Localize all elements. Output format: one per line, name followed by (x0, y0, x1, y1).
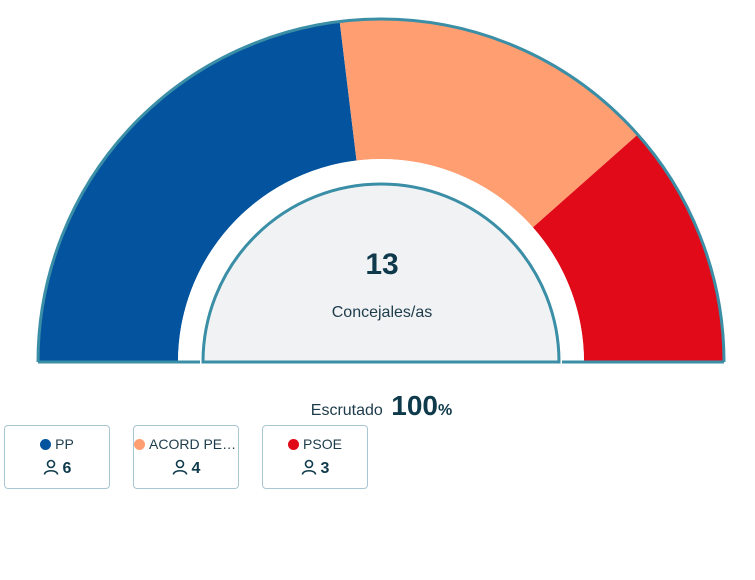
hemicycle-center (201, 182, 561, 364)
party-color-dot (40, 439, 52, 450)
party-name: ACORD PER ... (149, 436, 239, 452)
party-seats: 3 (320, 460, 330, 477)
party-seats: 4 (191, 460, 201, 477)
party-name: PSOE (303, 436, 342, 452)
scrutiny-summary: Escrutado 100% (0, 390, 755, 422)
hemicycle-chart (36, 17, 726, 364)
party-name-row: PSOE (263, 436, 367, 452)
party-color-dot (134, 439, 145, 450)
party-seats-row: 4 (134, 459, 238, 480)
total-seats-value: 13 (365, 248, 399, 281)
hemicycle-segment-acord-per (339, 18, 638, 228)
user-icon (43, 459, 59, 480)
scrutiny-label: Escrutado (310, 402, 383, 419)
party-name-row: ACORD PER ... (134, 436, 239, 452)
party-card-psoe[interactable]: PSOE 3 (262, 425, 368, 489)
user-icon (172, 459, 188, 480)
hemicycle-segment-psoe (532, 134, 724, 362)
party-color-dot (288, 439, 300, 450)
party-seats: 6 (62, 460, 72, 477)
scrutiny-value: 100 (391, 390, 438, 421)
hemicycle-outer-outline (36, 17, 726, 363)
party-card-acord[interactable]: ACORD PER ... 4 (133, 425, 239, 489)
hemicycle-segment-pp (38, 21, 357, 362)
party-name: PP (55, 436, 74, 452)
party-card-pp[interactable]: PP 6 (4, 425, 110, 489)
party-seats-row: 3 (263, 459, 367, 480)
party-seats-row: 6 (5, 459, 109, 480)
scrutiny-unit: % (437, 402, 453, 419)
user-icon (301, 459, 317, 480)
party-name-row: PP (5, 436, 109, 452)
total-seats-label: Concejales/as (331, 304, 433, 321)
